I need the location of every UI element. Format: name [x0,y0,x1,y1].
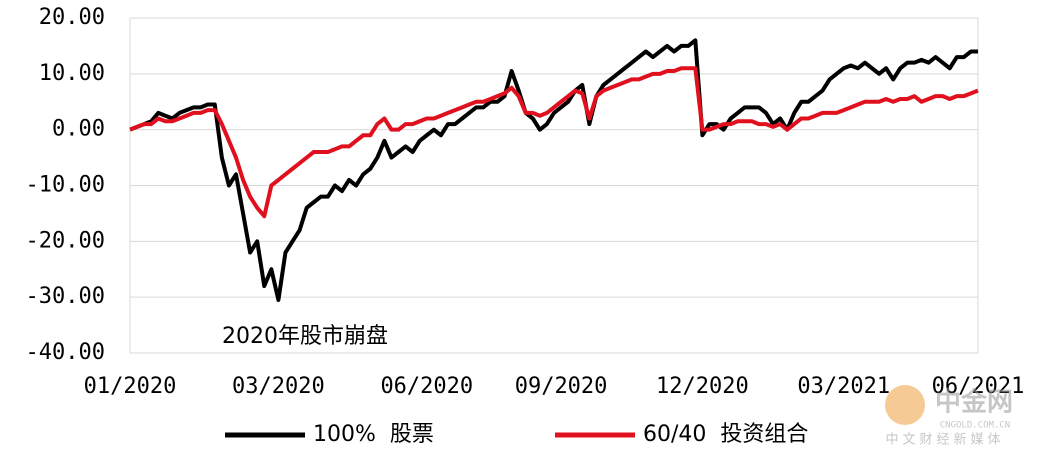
y-tick-label: 20.00 [39,5,105,30]
watermark: 中金网 CNGOLD.COM.CN 中文财经新媒体 [885,385,1013,448]
plot: -40.00 -30.00 -20.00 -10.00 0.00 10.00 20.00 01… [26,5,1025,447]
series-line [129,66,979,219]
y-tick-label: 10.00 [39,61,105,86]
y-tick-label: -30.00 [26,284,105,309]
legend-label: 60/40 投资组合 [643,422,808,447]
x-tick-label: 09/2020 [515,374,608,399]
x-tick-label: 12/2020 [656,374,749,399]
x-tick-label: 06/2020 [380,374,473,399]
y-tick-label: -20.00 [26,228,105,253]
x-tick-label: 01/2020 [84,374,177,399]
watermark-slogan: 中文财经新媒体 [885,432,1004,448]
x-tick-label: 03/2020 [232,374,325,399]
y-tick-label: -10.00 [26,173,105,198]
x-tick-label: 03/2021 [797,374,890,399]
y-tick-label: 0.00 [52,117,105,142]
legend-label: 100% 股票 [313,422,434,447]
x-tick-label: 06/2021 [932,374,1025,399]
y-tick-label: -40.00 [26,340,105,365]
series-line [129,38,978,302]
watermark-site: CNGOLD.COM.CN [940,421,1010,431]
annotation: 2020年股市崩盘 [222,324,388,349]
watermark-logo [885,385,925,425]
watermark-name: 中金网 [935,387,1013,418]
